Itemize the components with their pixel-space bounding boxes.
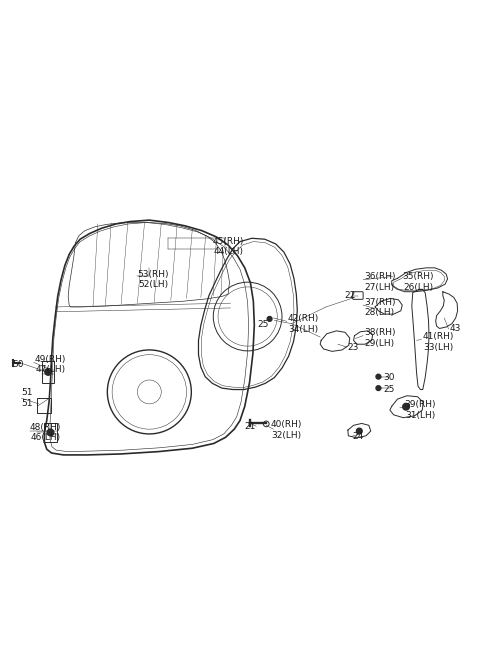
Text: 50: 50 <box>12 360 24 369</box>
Text: 48(RH)
46(LH): 48(RH) 46(LH) <box>30 422 61 442</box>
Text: 40(RH)
32(LH): 40(RH) 32(LH) <box>271 421 302 440</box>
Text: 39(RH)
31(LH): 39(RH) 31(LH) <box>405 400 436 420</box>
Text: 24: 24 <box>353 432 364 441</box>
Text: 41(RH)
33(LH): 41(RH) 33(LH) <box>422 332 454 352</box>
Text: 23: 23 <box>348 343 359 352</box>
Text: 22: 22 <box>344 291 355 300</box>
Text: 30: 30 <box>383 373 395 382</box>
Circle shape <box>376 374 381 379</box>
Circle shape <box>45 369 51 375</box>
Circle shape <box>376 386 381 390</box>
Text: 42(RH)
34(LH): 42(RH) 34(LH) <box>288 314 319 334</box>
Text: 38(RH)
29(LH): 38(RH) 29(LH) <box>364 328 396 348</box>
Text: 49(RH)
47(LH): 49(RH) 47(LH) <box>35 354 66 374</box>
Bar <box>44 423 57 441</box>
Text: 25: 25 <box>383 384 395 394</box>
Text: 43: 43 <box>450 324 461 333</box>
Text: 21: 21 <box>244 422 255 431</box>
Text: 51
51: 51 51 <box>22 388 33 408</box>
Circle shape <box>357 428 362 434</box>
Text: 45(RH)
44(LH): 45(RH) 44(LH) <box>212 236 244 256</box>
Bar <box>37 398 51 413</box>
Text: 53(RH)
52(LH): 53(RH) 52(LH) <box>137 270 169 290</box>
Text: 36(RH)
27(LH): 36(RH) 27(LH) <box>364 272 396 292</box>
Text: 37(RH)
28(LH): 37(RH) 28(LH) <box>364 298 396 317</box>
Circle shape <box>267 316 272 322</box>
Circle shape <box>47 429 54 436</box>
Circle shape <box>403 403 409 410</box>
Text: 35(RH)
26(LH): 35(RH) 26(LH) <box>402 272 434 292</box>
Bar <box>42 361 54 383</box>
Text: 25: 25 <box>257 320 269 329</box>
